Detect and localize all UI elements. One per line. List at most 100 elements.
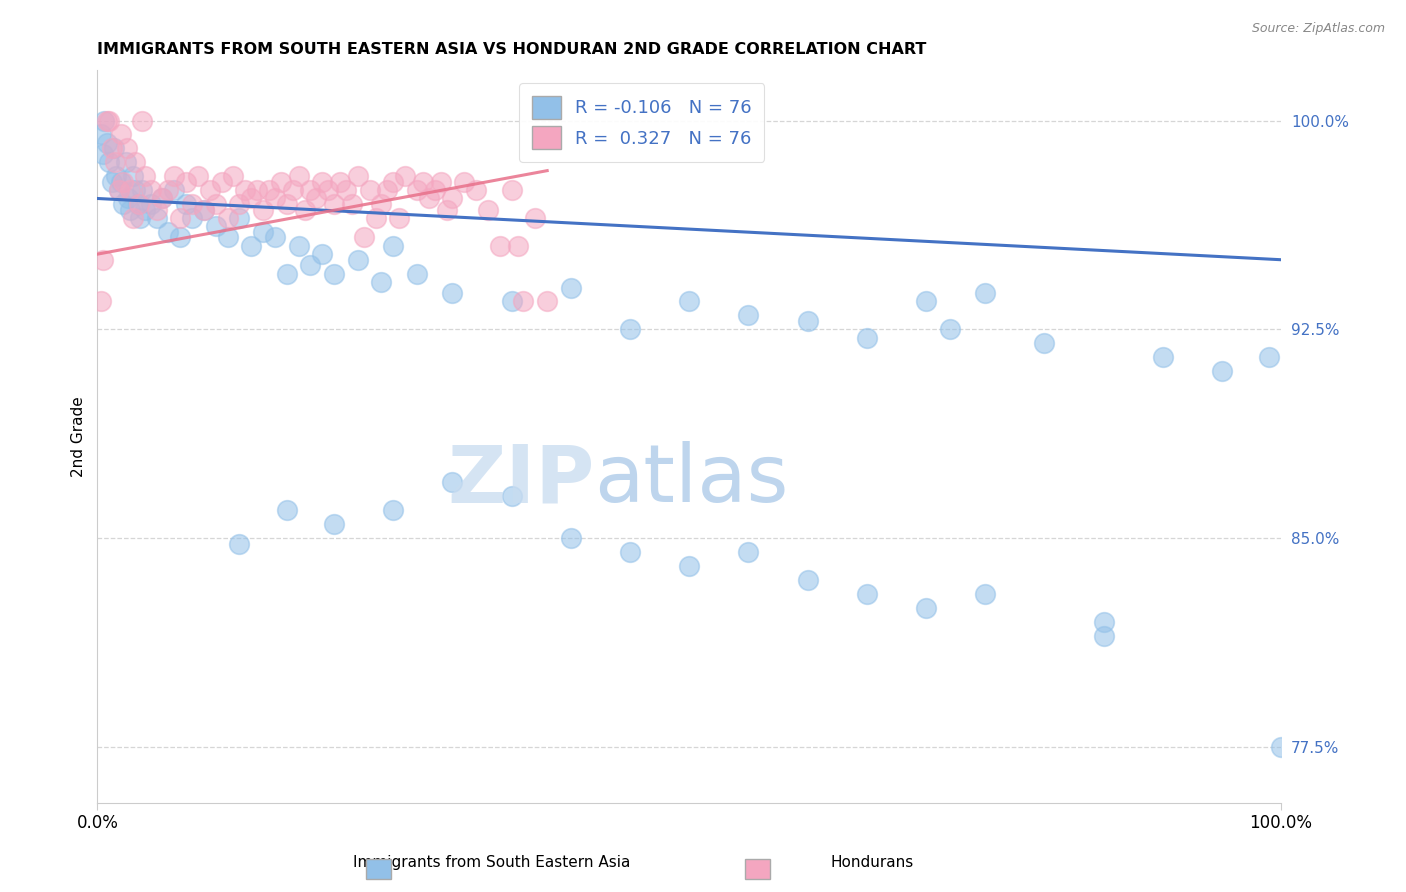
Point <box>323 267 346 281</box>
Point <box>181 197 204 211</box>
Point <box>506 239 529 253</box>
Point <box>316 183 339 197</box>
Point <box>124 183 146 197</box>
Point <box>93 113 115 128</box>
Point <box>423 183 446 197</box>
Point <box>287 169 309 184</box>
Text: IMMIGRANTS FROM SOUTH EASTERN ASIA VS HONDURAN 2ND GRADE CORRELATION CHART: IMMIGRANTS FROM SOUTH EASTERN ASIA VS HO… <box>97 42 927 57</box>
Point <box>353 230 375 244</box>
Point <box>169 211 191 225</box>
Point <box>276 267 298 281</box>
Point <box>110 175 132 189</box>
Point <box>217 230 239 244</box>
Text: Immigrants from South Eastern Asia: Immigrants from South Eastern Asia <box>353 855 631 870</box>
Point <box>311 175 333 189</box>
Point <box>91 147 114 161</box>
Point <box>329 175 352 189</box>
Point <box>110 128 132 142</box>
Text: atlas: atlas <box>595 442 789 519</box>
Point <box>465 183 488 197</box>
Point <box>974 587 997 601</box>
Point <box>346 169 368 184</box>
Point <box>477 202 499 217</box>
Point <box>406 183 429 197</box>
Point <box>103 141 125 155</box>
Point <box>163 169 186 184</box>
Point <box>174 175 197 189</box>
Point <box>127 197 149 211</box>
Point <box>299 183 322 197</box>
Point <box>412 175 434 189</box>
Point <box>974 286 997 301</box>
Point <box>855 587 877 601</box>
Point <box>1152 350 1174 364</box>
Point <box>114 155 136 169</box>
Point <box>107 183 129 197</box>
Point <box>96 136 118 150</box>
Point <box>406 267 429 281</box>
Point <box>323 517 346 532</box>
Point <box>181 211 204 225</box>
Point <box>370 275 392 289</box>
Text: Source: ZipAtlas.com: Source: ZipAtlas.com <box>1251 22 1385 36</box>
Point <box>501 294 523 309</box>
Point <box>488 239 510 253</box>
Point <box>364 211 387 225</box>
Point <box>246 183 269 197</box>
Point <box>305 192 328 206</box>
Point <box>157 225 180 239</box>
Point <box>335 183 357 197</box>
Point <box>512 294 534 309</box>
Point <box>204 197 226 211</box>
Point <box>1258 350 1281 364</box>
Point <box>264 192 287 206</box>
Point <box>90 128 112 142</box>
Point <box>124 155 146 169</box>
Point <box>270 175 292 189</box>
Point <box>228 197 250 211</box>
Point <box>115 141 138 155</box>
Point <box>855 331 877 345</box>
Point <box>139 197 162 211</box>
Point <box>104 155 127 169</box>
Point <box>96 113 118 128</box>
Point <box>311 247 333 261</box>
Text: Hondurans: Hondurans <box>830 855 914 870</box>
Point <box>100 141 122 155</box>
Point <box>340 197 363 211</box>
Point <box>120 202 142 217</box>
Point <box>1270 739 1292 754</box>
Point <box>252 225 274 239</box>
Point <box>287 239 309 253</box>
Point <box>1211 364 1233 378</box>
Point <box>1092 615 1115 629</box>
Point <box>915 294 938 309</box>
Point <box>90 294 112 309</box>
Point <box>276 503 298 517</box>
Point <box>796 314 818 328</box>
Point <box>139 183 162 197</box>
Point <box>441 286 464 301</box>
Point <box>418 192 440 206</box>
Point <box>323 197 346 211</box>
Point <box>157 183 180 197</box>
Point <box>240 192 263 206</box>
Point <box>98 113 121 128</box>
Point <box>91 252 114 267</box>
Point <box>441 475 464 490</box>
Point <box>294 202 316 217</box>
Y-axis label: 2nd Grade: 2nd Grade <box>72 396 86 477</box>
Point <box>536 294 558 309</box>
Point <box>128 197 150 211</box>
Point <box>915 600 938 615</box>
Point <box>276 197 298 211</box>
Point <box>619 545 641 559</box>
Point <box>382 239 405 253</box>
Point <box>441 192 464 206</box>
Point <box>429 175 451 189</box>
Point <box>112 175 135 189</box>
Point <box>105 169 128 184</box>
Point <box>233 183 256 197</box>
Point <box>228 211 250 225</box>
Point <box>678 558 700 573</box>
